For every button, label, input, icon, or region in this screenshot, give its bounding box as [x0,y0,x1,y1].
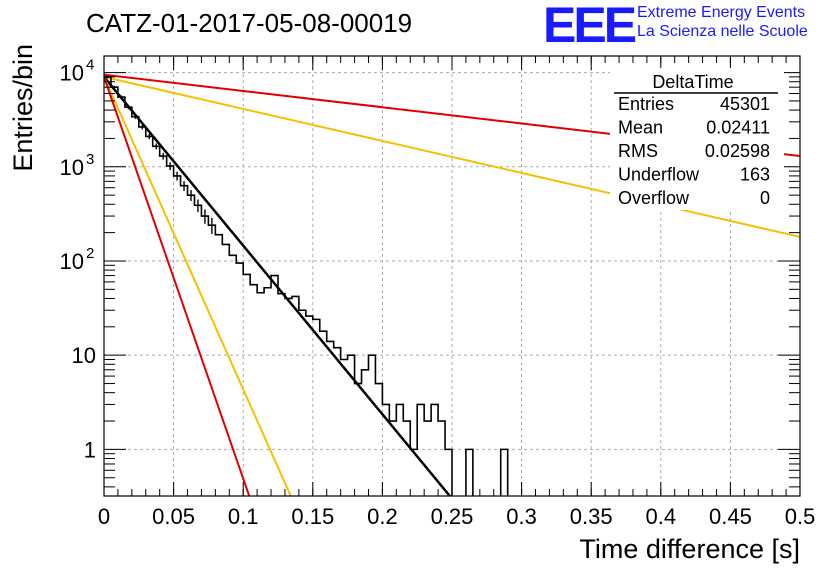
curve-3 [104,76,292,496]
x-tick-label: 0.3 [506,504,537,529]
stats-value: 163 [740,165,770,185]
y-axis-label: Entries/bin [8,44,38,172]
y-tick-label: 10 [60,61,84,86]
x-tick-label: 0.25 [431,504,474,529]
stats-box: DeltaTime Entries 45301 Mean 0.02411 RMS 0.02… [610,68,784,210]
y-tick-label: 10 [60,155,84,180]
stats-value: 45301 [720,94,770,114]
y-tick-label: 10 [72,343,96,368]
stats-label: Underflow [618,165,700,185]
stats-label: Overflow [618,188,690,208]
y-tick-label: 10 [60,249,84,274]
histogram-step-line [104,76,509,496]
x-tick-label: 0.2 [367,504,398,529]
stats-value: 0.02598 [705,141,770,161]
x-tick-label: 0.5 [785,504,816,529]
logo-caption-line1: Extreme Energy Events [637,4,806,21]
stats-label: RMS [618,141,658,161]
grid-lines [104,56,800,496]
x-tick-label: 0.15 [291,504,334,529]
x-tick-labels: 0 0.05 0.1 0.15 0.2 0.25 0.3 0.35 0.4 0.45 0.5 [98,504,815,529]
stats-value: 0.02411 [706,118,770,138]
stats-label: Entries [618,94,674,114]
y-tick-exponent: 2 [86,245,94,262]
x-tick-label: 0.45 [709,504,752,529]
x-tick-label: 0 [98,504,110,529]
x-tick-label: 0.4 [646,504,677,529]
eee-logo: EEE [543,0,637,53]
histogram-bars [104,75,509,496]
y-tick-label: 1 [84,437,96,462]
x-tick-label: 0.05 [152,504,195,529]
x-tick-label: 0.35 [570,504,613,529]
stats-label: Mean [618,118,663,138]
chart-title: CATZ-01-2017-05-08-00019 [86,8,413,38]
stats-value: 0 [760,188,770,208]
y-tick-exponent: 4 [86,57,94,74]
x-tick-label: 0.1 [228,504,259,529]
y-tick-exponent: 3 [86,151,94,168]
axis-ticks [103,56,801,496]
stats-title: DeltaTime [652,72,733,92]
curve-4 [104,76,251,496]
logo-caption-line2: La Scienza nelle Scuole [637,23,808,40]
curve-1 [104,75,800,238]
x-axis-label: Time difference [s] [579,534,800,564]
